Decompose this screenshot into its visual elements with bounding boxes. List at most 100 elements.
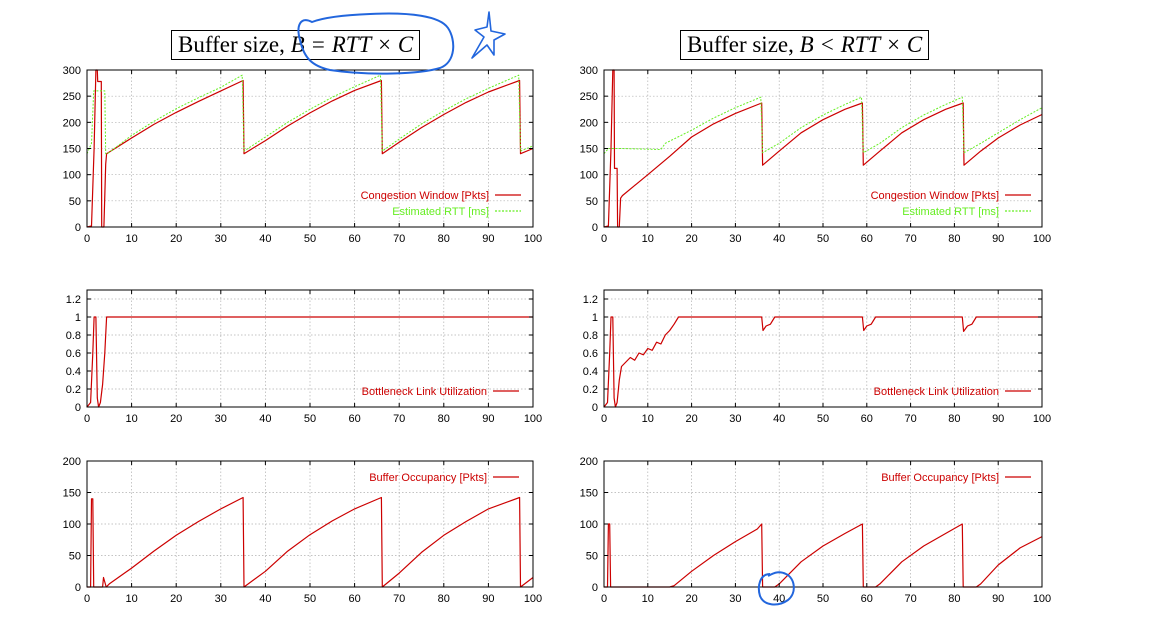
left-cwnd-chart: Congestion Window [Pkts] Estimated RTT [m… xyxy=(63,65,543,245)
x-tick-label: 0 xyxy=(84,413,90,425)
formula-highlight-ellipse xyxy=(297,12,455,75)
x-tick-label: 30 xyxy=(729,593,741,605)
legend-label: Bottleneck Link Utilization xyxy=(362,386,487,398)
legend-label: Buffer Occupancy [Pkts] xyxy=(881,472,999,484)
x-tick-label: 60 xyxy=(348,593,360,605)
x-tick-label: 20 xyxy=(170,593,182,605)
x-tick-label: 0 xyxy=(84,233,90,245)
x-tick-label: 70 xyxy=(393,233,405,245)
legend-label: Bottleneck Link Utilization xyxy=(874,386,999,398)
legend-label: Congestion Window [Pkts] xyxy=(871,190,999,202)
x-tick-label: 100 xyxy=(524,233,542,245)
x-tick-label: 70 xyxy=(393,593,405,605)
legend-label: Congestion Window [Pkts] xyxy=(361,190,489,202)
x-tick-label: 50 xyxy=(304,233,316,245)
x-tick-label: 80 xyxy=(438,413,450,425)
x-tick-label: 40 xyxy=(259,593,271,605)
right-title-prefix: Buffer size, xyxy=(687,32,800,57)
x-tick-label: 10 xyxy=(642,593,654,605)
left-buffer-chart: Buffer Occupancy [Pkts] 0 10 20 30 40 50 60 70 80… xyxy=(63,456,543,605)
handwritten-annotations xyxy=(297,11,795,606)
legend-label: Estimated RTT [ms] xyxy=(902,206,999,218)
right-cwnd-chart: Congestion Window [Pkts] Estimated RTT [m… xyxy=(580,65,1052,245)
y-tick-label: 150 xyxy=(580,488,598,500)
x-tick-label: 40 xyxy=(259,233,271,245)
x-tick-label: 50 xyxy=(817,413,829,425)
legend-label: Buffer Occupancy [Pkts] xyxy=(369,472,487,484)
y-tick-label: 150 xyxy=(580,144,598,156)
right-panel-title: Buffer size, B < RTT × C xyxy=(680,30,930,60)
x-tick-label: 20 xyxy=(170,233,182,245)
x-tick-label: 10 xyxy=(125,413,137,425)
series-line-primary xyxy=(87,496,534,588)
x-tick-label: 50 xyxy=(817,233,829,245)
x-tick-label: 90 xyxy=(992,233,1004,245)
y-tick-label: 50 xyxy=(69,551,81,563)
y-tick-label: 100 xyxy=(63,170,81,182)
y-tick-label: 0 xyxy=(75,402,81,414)
series-line-primary xyxy=(603,316,1042,408)
x-tick-label: 30 xyxy=(215,593,227,605)
x-tick-label: 20 xyxy=(685,233,697,245)
x-tick-label: 80 xyxy=(948,233,960,245)
y-tick-label: 0.4 xyxy=(66,366,81,378)
x-tick-label: 60 xyxy=(348,233,360,245)
y-tick-label: 0.6 xyxy=(583,348,598,360)
y-tick-label: 0 xyxy=(75,582,81,594)
y-tick-label: 0 xyxy=(592,402,598,414)
y-tick-label: 0.6 xyxy=(66,348,81,360)
x-tick-label: 50 xyxy=(817,593,829,605)
x-tick-label: 80 xyxy=(948,413,960,425)
x-tick-label: 10 xyxy=(642,233,654,245)
left-title-prefix: Buffer size, xyxy=(178,32,291,57)
x-tick-label: 90 xyxy=(482,413,494,425)
y-tick-label: 1.2 xyxy=(583,294,598,306)
y-tick-label: 1 xyxy=(592,312,598,324)
y-tick-label: 50 xyxy=(69,196,81,208)
y-tick-label: 1.2 xyxy=(66,294,81,306)
y-tick-label: 200 xyxy=(580,117,598,129)
x-tick-label: 40 xyxy=(773,413,785,425)
x-tick-label: 60 xyxy=(861,593,873,605)
y-tick-label: 250 xyxy=(63,91,81,103)
circle-highlight xyxy=(757,571,795,606)
x-tick-label: 100 xyxy=(1033,593,1051,605)
x-tick-label: 60 xyxy=(861,233,873,245)
x-tick-label: 10 xyxy=(642,413,654,425)
left-panel-title: Buffer size, B = RTT × C xyxy=(171,30,421,60)
x-tick-label: 80 xyxy=(438,233,450,245)
y-tick-label: 0 xyxy=(75,222,81,234)
x-tick-label: 50 xyxy=(304,413,316,425)
x-tick-label: 40 xyxy=(773,233,785,245)
x-tick-label: 30 xyxy=(729,413,741,425)
x-tick-label: 60 xyxy=(348,413,360,425)
y-tick-label: 100 xyxy=(580,519,598,531)
y-tick-label: 100 xyxy=(63,519,81,531)
x-tick-label: 90 xyxy=(482,233,494,245)
x-tick-label: 0 xyxy=(601,413,607,425)
x-tick-label: 90 xyxy=(992,593,1004,605)
x-tick-label: 30 xyxy=(215,233,227,245)
star-icon xyxy=(471,11,506,59)
x-tick-label: 90 xyxy=(992,413,1004,425)
x-tick-label: 30 xyxy=(215,413,227,425)
y-tick-label: 0.4 xyxy=(583,366,598,378)
series-line-estimated-rtt xyxy=(86,74,534,155)
series-line-primary xyxy=(86,316,533,408)
right-title-formula: B < RTT × C xyxy=(799,32,923,57)
x-tick-label: 20 xyxy=(685,413,697,425)
x-tick-label: 70 xyxy=(904,233,916,245)
y-tick-label: 150 xyxy=(63,488,81,500)
x-tick-label: 40 xyxy=(773,593,785,605)
series-line-primary xyxy=(603,69,1043,228)
x-tick-label: 0 xyxy=(601,593,607,605)
x-tick-label: 30 xyxy=(729,233,741,245)
x-tick-label: 100 xyxy=(524,593,542,605)
right-buffer-chart: Buffer Occupancy [Pkts] 0 10 20 30 40 50 60 70 80… xyxy=(580,456,1052,605)
y-tick-label: 0.8 xyxy=(583,330,598,342)
x-tick-label: 0 xyxy=(84,593,90,605)
x-tick-label: 10 xyxy=(125,233,137,245)
y-tick-label: 0 xyxy=(592,582,598,594)
y-tick-label: 100 xyxy=(580,170,598,182)
